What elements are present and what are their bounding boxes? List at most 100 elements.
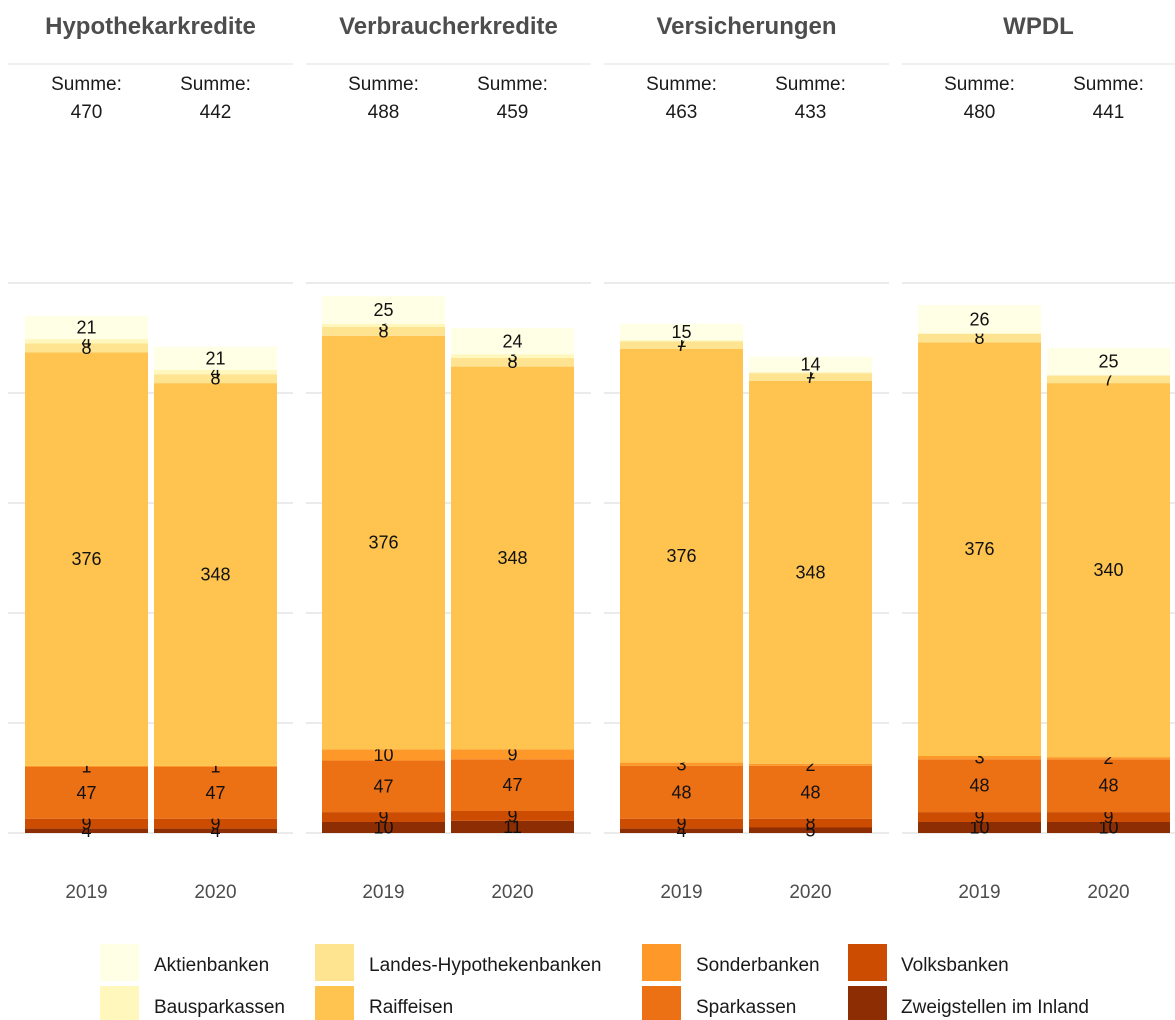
data-label: 21 [205,348,225,368]
bar-segment-volksbanken [749,818,872,828]
data-label: 376 [964,539,994,559]
data-label: 48 [1098,776,1118,796]
data-label: 376 [368,533,398,553]
data-label: 5 [805,820,815,840]
legend-item-aktienbanken: Aktienbanken [100,944,269,981]
data-label: 9 [676,814,686,834]
x-tick-label: 2020 [1087,882,1129,903]
sum-value: 433 [795,102,827,123]
bar-segment-aktienbanken [154,346,277,370]
bar-segment-sonderbanken [749,763,872,766]
data-label: 7 [676,335,686,355]
data-label: 376 [71,549,101,569]
bar-segment-sparkassen [1047,759,1170,813]
legend-label: Zweigstellen im Inland [901,997,1089,1018]
bar-segment-raiffeisen [749,380,872,764]
data-label: 24 [502,331,522,351]
legend-key [315,986,354,1020]
facet-title: Hypothekarkredite [45,13,256,40]
data-label: 1 [805,363,815,383]
bar-segment-landes-hypothekenbanken [154,374,277,384]
legend-label: Sparkassen [696,997,796,1018]
bar-segment-volksbanken [1047,812,1170,822]
data-label: 3 [507,346,517,366]
data-label: 47 [373,776,393,796]
bar-segment-raiffeisen [154,383,277,766]
data-label: 10 [373,818,393,838]
data-label: 2 [805,755,815,775]
data-label: 9 [210,814,220,834]
data-label: 348 [200,565,230,585]
data-label: 348 [795,562,825,582]
legend-item-landes-hypothekenbanken: Landes-Hypothekenbanken [315,944,601,981]
sum-label: Summe: [51,74,122,95]
bar-segment-zweigstellen-im-inland [1047,822,1170,833]
sum-label: Summe: [1073,74,1144,95]
bar-segment-volksbanken [918,812,1041,822]
bar-segment-volksbanken [154,818,277,829]
data-label: 8 [507,352,517,372]
data-label: 21 [76,318,96,338]
legend-label: Aktienbanken [154,955,269,976]
data-label: 4 [81,331,91,351]
bar-segment-zweigstellen-im-inland [25,828,148,833]
bar-segment-bausparkassen [749,372,872,374]
sum-value: 463 [666,102,698,123]
data-label: 47 [502,775,522,795]
legend-label: Volksbanken [901,955,1009,976]
x-tick-label: 2019 [65,882,107,903]
bar-segment-aktienbanken [1047,347,1170,376]
facet-title: WPDL [1003,13,1074,40]
bar-segment-sparkassen [154,767,277,819]
bar-segment-bausparkassen [154,369,277,375]
x-tick-label: 2020 [194,882,236,903]
data-label: 9 [974,807,984,827]
bar-segment-sparkassen [749,765,872,819]
bar-segment-aktienbanken [620,323,743,341]
legend-item-volksbanken: Volksbanken [848,944,1009,981]
bar-segment-volksbanken [25,818,148,829]
data-label: 48 [969,776,989,796]
x-tick-label: 2019 [362,882,404,903]
sum-value: 441 [1093,102,1125,123]
bar-segment-zweigstellen-im-inland [154,828,277,833]
bar-segment-aktienbanken [322,296,445,324]
bar-segment-volksbanken [451,811,574,821]
data-label: 348 [497,548,527,568]
bar-segment-landes-hypothekenbanken [451,357,574,367]
sum-label: Summe: [477,74,548,95]
sum-label: Summe: [348,74,419,95]
data-label: 340 [1093,560,1123,580]
data-label: 3 [378,315,388,335]
bar-segment-sonderbanken [25,765,148,767]
bar-segment-raiffeisen [1047,383,1170,758]
bar-segment-zweigstellen-im-inland [620,828,743,833]
bar-segment-raiffeisen [918,342,1041,756]
bar-segment-landes-hypothekenbanken [1047,375,1170,384]
bar-segment-volksbanken [620,818,743,829]
bar-segment-sonderbanken [918,756,1041,760]
legend-item-bausparkassen: Bausparkassen [100,986,285,1020]
bar-segment-zweigstellen-im-inland [451,820,574,833]
legend-key [642,944,681,981]
bar-segment-landes-hypothekenbanken [322,327,445,336]
data-label: 4 [210,362,220,382]
facet-wpdl: WPDLSumme:4801094833768262019Summe:44110… [902,13,1175,903]
data-label: 47 [205,783,225,803]
data-label: 8 [805,813,815,833]
legend-item-sparkassen: Sparkassen [642,986,796,1020]
data-label: 10 [373,745,393,765]
data-label: 4 [81,821,91,841]
sum-value: 470 [71,102,103,123]
data-label: 9 [378,807,388,827]
data-label: 9 [1103,807,1113,827]
legend-label: Raiffeisen [369,997,453,1018]
bar-segment-bausparkassen [451,354,574,358]
data-label: 3 [974,748,984,768]
x-tick-label: 2019 [660,882,702,903]
legend-label: Landes-Hypothekenbanken [369,955,601,976]
sum-label: Summe: [944,74,1015,95]
legend-key [315,944,354,981]
bar-segment-raiffeisen [25,352,148,766]
